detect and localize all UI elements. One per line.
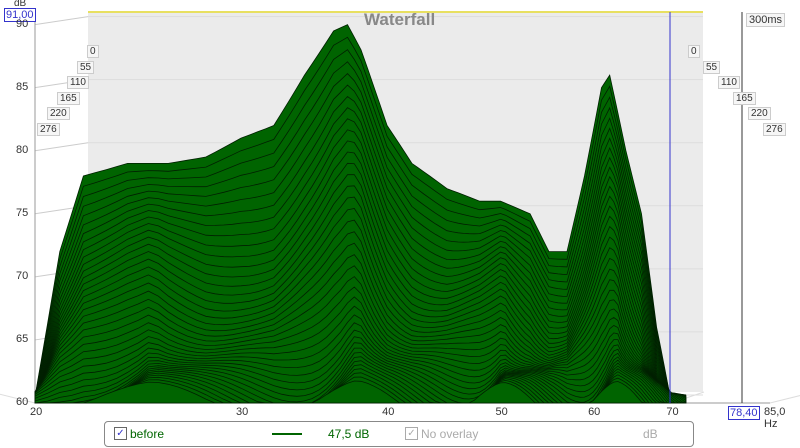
y-tick-label: 70 [16, 269, 29, 282]
overlay-unit: dB [643, 427, 658, 441]
x-tick-label: 50 [495, 406, 508, 418]
x-tick-label: 70 [666, 406, 679, 418]
grid-line [0, 393, 36, 404]
waterfall-chart [0, 11, 800, 404]
y-tick-label: 90 [16, 17, 29, 30]
y-tick-label: 60 [16, 396, 29, 408]
time-label-left: 110 [67, 76, 89, 89]
series-line-swatch [272, 433, 302, 435]
time-label-right: 165 [733, 91, 756, 105]
time-label-right: 110 [718, 76, 740, 89]
grid-line [34, 16, 89, 26]
y-tick-label: 85 [16, 80, 29, 93]
overlay-label: No overlay [421, 427, 479, 441]
time-label-left: 165 [57, 91, 80, 105]
time-label-left: 0 [87, 45, 99, 58]
series-name: before [130, 427, 165, 441]
x-tick-label: 30 [235, 406, 249, 418]
time-label-right: 0 [688, 45, 700, 58]
cursor-readout[interactable]: 78,40 [728, 406, 760, 420]
time-label-left: 276 [37, 122, 60, 136]
chart-title: Waterfall [364, 10, 436, 29]
x-tick-label: 20 [30, 406, 43, 418]
x-tick-label: 60 [588, 406, 601, 418]
series-value: 47,5 dB [328, 427, 370, 441]
time-label-left: 220 [47, 107, 70, 120]
x-tick-label: 40 [382, 406, 395, 418]
time-label-right: 276 [763, 122, 786, 136]
waterfall-slice [35, 380, 686, 404]
y-max-readout[interactable]: 91,00 [4, 8, 36, 22]
y-tick-label: 65 [16, 332, 29, 345]
time-label-right: 220 [748, 107, 771, 120]
x-tick-label: 85,0 Hz [764, 406, 786, 430]
y-axis-unit: dB [14, 0, 27, 9]
grid-line [769, 395, 800, 404]
before-checkbox[interactable]: ✓ [114, 427, 127, 440]
legend-panel: ✓ before 47,5 dB ✓ No overlay dB [104, 421, 694, 447]
y-tick-label: 75 [16, 206, 29, 219]
time-label-left: 55 [77, 60, 95, 74]
y-tick-label: 80 [16, 143, 29, 156]
time-range-label: 300ms [746, 13, 786, 27]
grid-line [34, 142, 89, 152]
overlay-checkbox[interactable]: ✓ [405, 427, 418, 440]
time-label-right: 55 [703, 60, 721, 74]
